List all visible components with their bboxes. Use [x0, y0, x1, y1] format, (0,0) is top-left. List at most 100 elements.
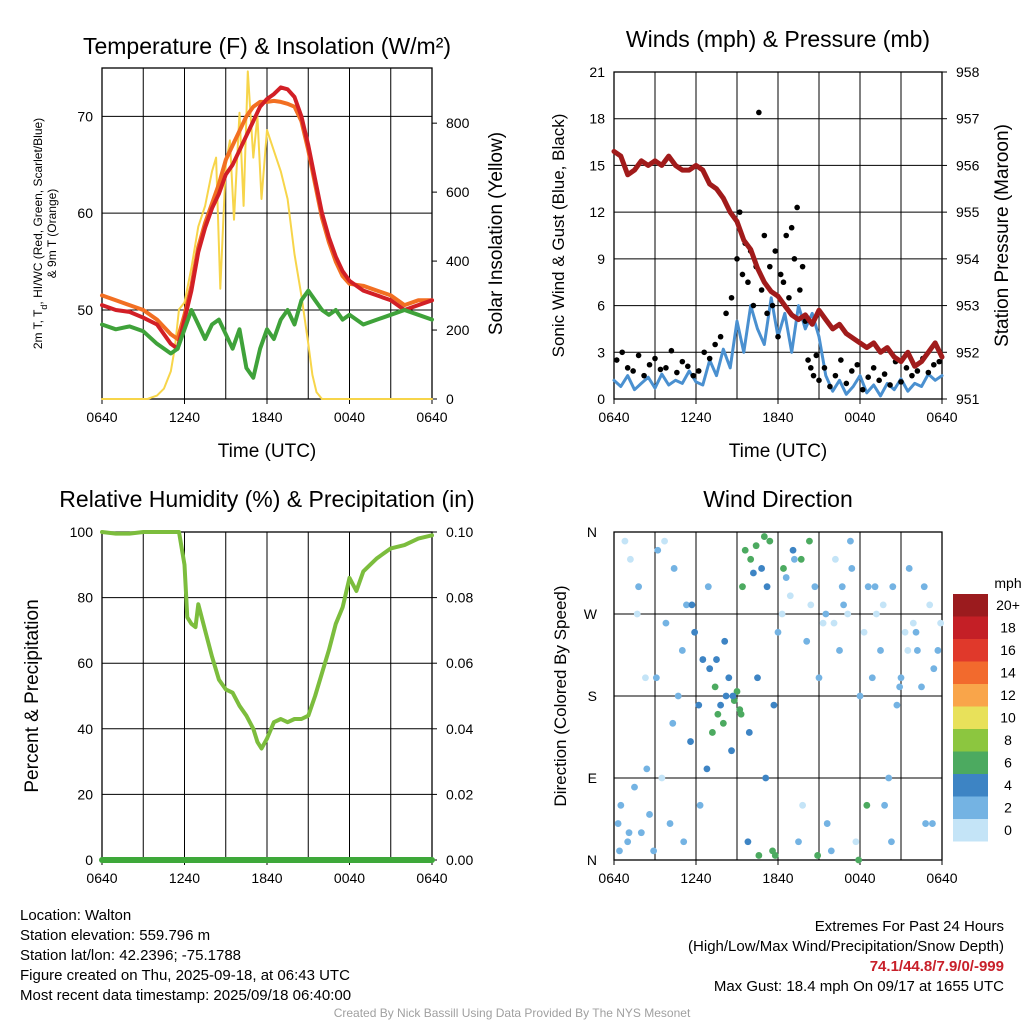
gust-point	[865, 374, 871, 381]
y-tick-label-right: 951	[956, 391, 980, 407]
direction-point	[803, 637, 811, 645]
y-tick-label-left: 9	[597, 251, 605, 267]
gust-point	[843, 380, 850, 387]
winds-panel: 0640 1240 1840 0040 0640 Winds (mph) & Pressu…	[549, 26, 1013, 462]
direction-point	[844, 610, 852, 618]
direction-point	[914, 647, 921, 654]
direction-point	[744, 838, 752, 846]
direction-point	[752, 542, 760, 550]
gust-point	[914, 368, 921, 374]
direction-point	[786, 592, 794, 600]
gust-point	[646, 361, 653, 368]
gust-point	[764, 310, 770, 317]
gust-point	[728, 294, 735, 301]
direction-point	[674, 692, 682, 700]
x-tick-label: 1240	[680, 870, 711, 886]
gust-point	[925, 369, 932, 376]
y-axis-label-right: Station Pressure (Maroon)	[992, 124, 1013, 347]
x-tick-label: 0040	[844, 409, 875, 425]
direction-point	[688, 601, 696, 609]
y-tick-label-right: 0.02	[446, 786, 473, 802]
gust-point	[701, 349, 707, 356]
extremes-info: Extremes For Past 24 Hours (High/Low/Max…	[688, 917, 1004, 997]
gust-point	[788, 224, 795, 231]
legend-label: 2	[1004, 800, 1012, 816]
gust-point	[859, 386, 866, 393]
gust-point	[870, 365, 877, 371]
direction-point	[725, 674, 733, 682]
direction-point	[687, 738, 694, 745]
gust-point	[769, 302, 776, 309]
direction-point	[893, 701, 901, 709]
y-tick-label-left: 50	[77, 302, 93, 318]
gust-point	[767, 263, 773, 270]
legend-label: 10	[1000, 710, 1016, 726]
gust-point	[750, 302, 757, 309]
direction-point	[762, 774, 770, 782]
y-tick-label-left: 60	[77, 655, 93, 671]
y-tick-label-left: 20	[77, 786, 93, 802]
direction-point	[920, 583, 928, 591]
y-tick-label-right: 955	[956, 204, 980, 220]
direction-point	[627, 555, 634, 563]
gust-point	[805, 357, 811, 363]
y-tick-label-left: 3	[597, 344, 605, 360]
gust-point	[734, 256, 740, 262]
direction-point	[877, 647, 884, 654]
direction-point	[830, 619, 838, 627]
x-tick-label: 0640	[86, 409, 117, 425]
direction-point	[631, 783, 638, 791]
direction-point	[795, 838, 802, 846]
y-tick-label-left: 60	[77, 205, 93, 221]
legend-label: 18	[1000, 620, 1016, 636]
direction-point	[806, 537, 813, 545]
x-tick-label: 0640	[598, 870, 629, 886]
direction-point	[733, 688, 741, 695]
direction-point	[819, 619, 827, 627]
direction-point	[661, 537, 668, 545]
wind-direction-panel: 0640 1240 1840 0040 0640 Wind Direction N E S W N D…	[551, 486, 958, 886]
gust-point	[827, 383, 833, 390]
gust-point	[706, 355, 713, 362]
gust-point	[838, 357, 844, 363]
direction-point	[847, 537, 854, 545]
direction-point	[719, 719, 727, 727]
direction-point	[827, 847, 835, 855]
direction-point	[670, 565, 678, 572]
direction-point	[642, 674, 649, 682]
direction-point	[614, 820, 622, 827]
gust-point	[832, 372, 839, 379]
y-tick-label-left: 100	[70, 524, 94, 540]
direction-point	[807, 601, 815, 609]
direction-point	[680, 838, 688, 846]
gust-point	[936, 358, 943, 365]
y-tick-label-left: N	[587, 524, 597, 540]
direction-point	[856, 692, 864, 700]
y-tick-label-right: 0.06	[446, 655, 473, 671]
x-tick-label: 0040	[334, 409, 365, 425]
gust-point	[775, 333, 781, 340]
y-tick-label-left: 21	[589, 64, 605, 80]
panel-title: Winds (mph) & Pressure (mb)	[626, 26, 930, 52]
gust-point	[780, 279, 787, 286]
direction-point	[755, 852, 763, 859]
direction-point	[791, 555, 798, 563]
direction-point	[811, 583, 819, 591]
direction-point	[905, 565, 913, 572]
gust-point	[816, 377, 822, 384]
y-tick-label-left: 12	[589, 204, 605, 220]
gust-point	[876, 377, 882, 384]
x-tick-label: 0640	[598, 409, 629, 425]
gust-point	[695, 368, 702, 374]
direction-point	[918, 683, 925, 691]
y-label-subscript: d	[39, 305, 49, 310]
legend-swatch	[953, 684, 988, 707]
y-tick-label-left: 40	[77, 721, 93, 737]
direction-point	[754, 674, 761, 682]
y-tick-label-right: 957	[956, 111, 980, 127]
gust-point	[881, 371, 888, 377]
gust-point	[786, 294, 792, 301]
x-tick-label: 1840	[251, 870, 282, 886]
y-tick-label-left: E	[588, 770, 597, 786]
gust-point	[854, 361, 861, 368]
